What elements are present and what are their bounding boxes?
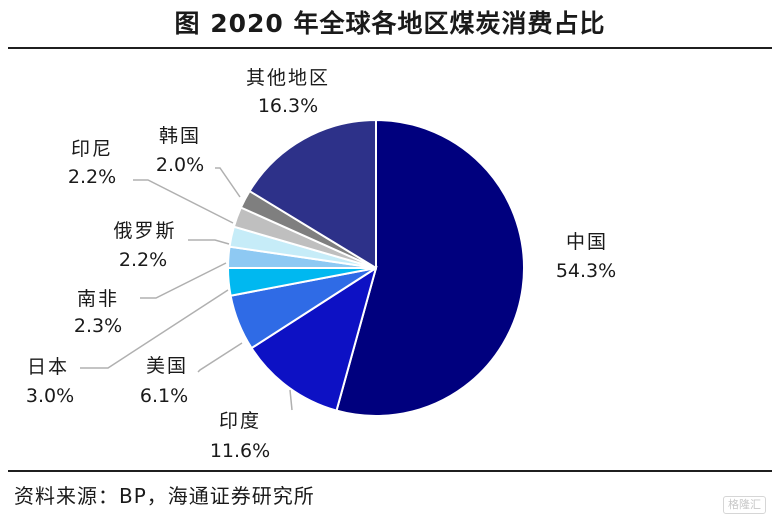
slice-name-label: 俄罗斯 — [113, 220, 176, 242]
leader-line-4 — [140, 262, 227, 299]
source-note: 资料来源：BP，海通证券研究所 — [14, 484, 315, 508]
slice-value-label: 6.1% — [140, 385, 188, 407]
leader-line-1 — [289, 389, 293, 411]
slice-value-label: 54.3% — [556, 260, 616, 282]
leader-line-3 — [80, 289, 229, 369]
slice-value-label: 3.0% — [26, 385, 74, 407]
pie-slice-0 — [335, 118, 526, 417]
slice-value-label: 11.6% — [210, 440, 270, 462]
slice-name-label: 其他地区 — [246, 67, 330, 89]
pie-slice-1 — [250, 265, 378, 412]
slice-name-label: 中国 — [566, 231, 608, 253]
source-rule — [8, 470, 772, 472]
slice-value-label: 16.3% — [258, 95, 318, 117]
chart-title: 图 2020 年全球各地区煤炭消费占比 — [174, 9, 606, 38]
leader-line-7 — [215, 167, 241, 198]
slice-name-label: 印尼 — [71, 138, 113, 160]
slice-name-label: 印度 — [219, 410, 261, 432]
slice-name-label: 日本 — [27, 356, 69, 378]
slice-value-label: 2.2% — [119, 249, 167, 271]
slice-value-label: 2.3% — [74, 315, 122, 337]
leader-line-6 — [133, 179, 234, 224]
slice-name-label: 美国 — [146, 355, 188, 377]
slice-name-label: 韩国 — [159, 125, 201, 147]
slice-name-label: 南非 — [77, 288, 119, 310]
pie-slice-8 — [248, 118, 377, 270]
title-rule — [8, 47, 772, 49]
slice-value-label: 2.0% — [156, 154, 204, 176]
leader-line-2 — [197, 342, 243, 373]
leader-line-5 — [188, 239, 230, 245]
watermark-logo: 格隆汇 — [723, 496, 766, 514]
slice-value-label: 2.2% — [68, 166, 116, 188]
